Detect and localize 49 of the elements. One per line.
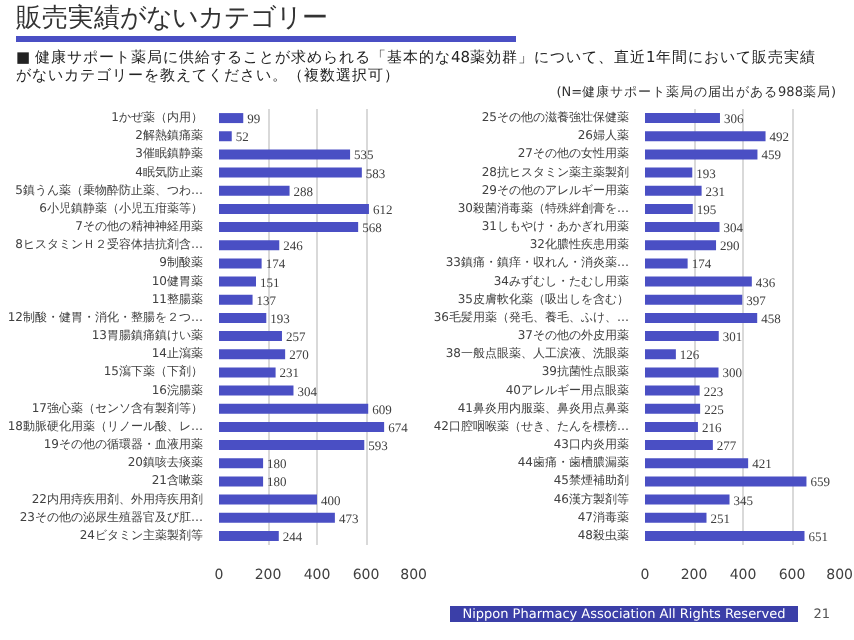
bar bbox=[219, 476, 264, 487]
bar bbox=[645, 167, 693, 178]
bar bbox=[219, 149, 351, 160]
bar bbox=[219, 185, 290, 196]
bar bbox=[219, 331, 282, 342]
bar bbox=[645, 458, 749, 469]
bar bbox=[219, 113, 244, 124]
bar bbox=[645, 331, 719, 342]
bar bbox=[645, 349, 676, 360]
bar bbox=[645, 222, 720, 233]
bar bbox=[645, 203, 693, 214]
bar bbox=[219, 276, 256, 287]
bar bbox=[219, 440, 365, 451]
bar bbox=[219, 167, 362, 178]
bar bbox=[219, 403, 369, 414]
bar bbox=[219, 203, 369, 214]
bar bbox=[645, 385, 700, 396]
bar bbox=[219, 222, 359, 233]
bar bbox=[645, 403, 701, 414]
bar bbox=[219, 294, 253, 305]
bar bbox=[645, 258, 688, 269]
bar bbox=[219, 530, 279, 541]
bar bbox=[219, 458, 264, 469]
bar bbox=[645, 149, 758, 160]
bar bbox=[219, 421, 385, 432]
bar bbox=[645, 512, 707, 523]
bar bbox=[645, 113, 720, 124]
bar bbox=[645, 312, 758, 323]
bar bbox=[645, 185, 702, 196]
chart-title: 販売実績がないカテゴリー bbox=[16, 4, 516, 42]
bar bbox=[645, 131, 766, 142]
bar bbox=[219, 385, 294, 396]
bar bbox=[645, 294, 743, 305]
bar bbox=[645, 530, 805, 541]
bar bbox=[645, 367, 719, 378]
bar bbox=[645, 240, 717, 251]
bar bbox=[645, 476, 807, 487]
bar bbox=[219, 367, 276, 378]
bar bbox=[219, 494, 317, 505]
bar bbox=[219, 512, 335, 523]
bar bbox=[645, 421, 698, 432]
bar bbox=[219, 131, 232, 142]
bar bbox=[219, 349, 286, 360]
bar bbox=[645, 440, 713, 451]
bar bbox=[219, 312, 267, 323]
bar bbox=[219, 258, 262, 269]
bar bbox=[645, 494, 730, 505]
bar bbox=[219, 240, 280, 251]
bar bbox=[645, 276, 752, 287]
